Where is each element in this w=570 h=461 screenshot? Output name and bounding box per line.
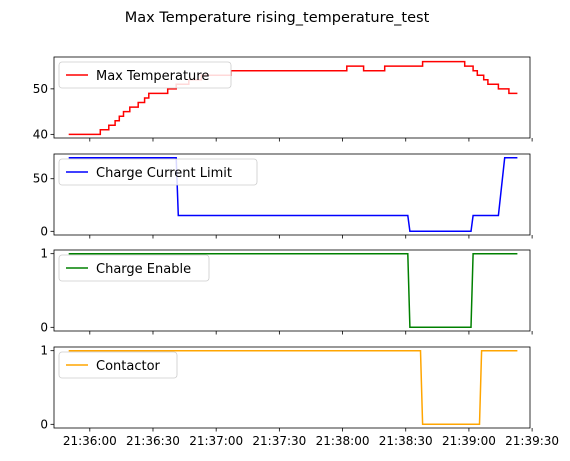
series-line-3-1 <box>68 252 518 329</box>
legend-box <box>58 351 178 379</box>
axes-frame-1 <box>53 56 531 139</box>
legend-2: Charge Current Limit <box>58 158 258 186</box>
legend-label: Charge Current Limit <box>96 166 232 181</box>
legend-4: Contactor <box>58 351 178 379</box>
x-tick-label: 21:38:00 <box>316 434 370 448</box>
y-tick-label: 0 <box>40 417 48 431</box>
x-tick-label: 21:39:30 <box>505 434 559 448</box>
series-line-4-1 <box>68 349 518 426</box>
figure-title: Max Temperature rising_temperature_test <box>125 10 430 26</box>
subplots: 40 50 Max Temperature 0 50 Charge Current Lim… <box>33 56 559 448</box>
y-tick-label: 50 <box>33 82 48 96</box>
legend-box <box>58 254 210 282</box>
axes-frame-4 <box>53 346 531 429</box>
x-tick-label: 21:36:00 <box>63 434 117 448</box>
subplot-1: 40 50 Max Temperature <box>33 56 533 142</box>
subplot-3: 0 1 Charge Enable <box>40 247 533 335</box>
x-tick-label: 21:37:00 <box>189 434 243 448</box>
series-line-2-1 <box>68 156 518 233</box>
x-tick-label: 21:36:30 <box>126 434 180 448</box>
y-tick-label: 50 <box>33 172 48 186</box>
x-tick-label: 21:38:30 <box>379 434 433 448</box>
x-tick-label: 21:39:00 <box>442 434 496 448</box>
y-tick-label: 0 <box>40 224 48 238</box>
legend-1: Max Temperature <box>58 61 232 89</box>
legend-label: Max Temperature <box>96 69 209 84</box>
legend-box <box>58 158 258 186</box>
subplot-2: 0 50 Charge Current Limit <box>33 153 533 239</box>
legend-label: Charge Enable <box>96 262 191 277</box>
y-tick-label: 1 <box>40 247 48 261</box>
y-tick-label: 40 <box>33 127 48 141</box>
x-tick-label: 21:37:30 <box>252 434 306 448</box>
legend-3: Charge Enable <box>58 254 210 282</box>
axes-frame-3 <box>53 249 531 332</box>
subplot-4: 0 1 21:36:00 21:36:30 21:37:00 21:37:30 21:38:… <box>40 344 559 448</box>
axes-frame-2 <box>53 153 531 236</box>
y-tick-label: 0 <box>40 320 48 334</box>
legend-box <box>58 61 232 89</box>
legend-label: Contactor <box>96 359 161 374</box>
y-tick-label: 1 <box>40 344 48 358</box>
